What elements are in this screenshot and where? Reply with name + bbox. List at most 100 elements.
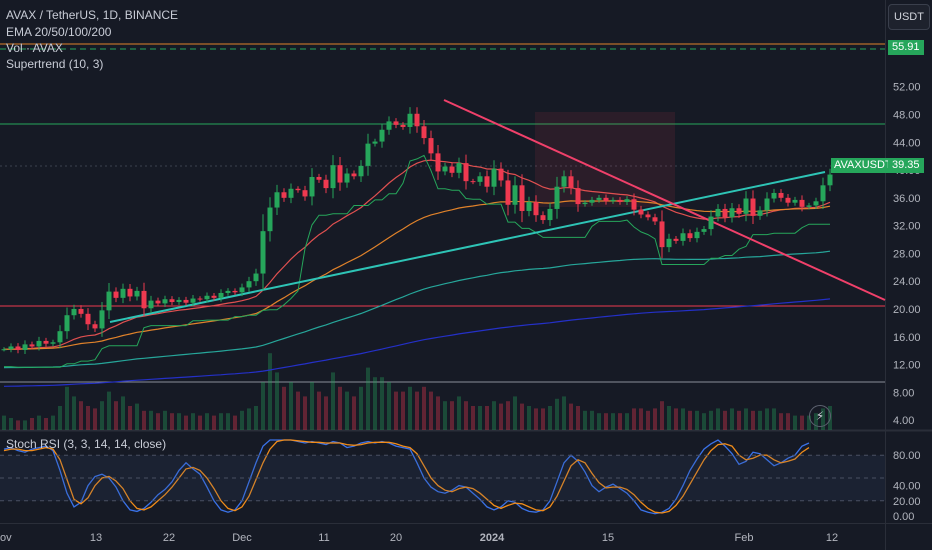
candle-body bbox=[708, 216, 714, 230]
volume-bar bbox=[247, 408, 251, 430]
candle-body bbox=[589, 199, 595, 203]
candles bbox=[1, 107, 833, 354]
legend-volume[interactable]: Vol · AVAX bbox=[6, 41, 63, 55]
candle-body bbox=[295, 188, 301, 191]
lightning-icon[interactable]: ⚡ bbox=[809, 405, 831, 427]
candle-body bbox=[22, 344, 28, 350]
currency-unit-button[interactable]: USDT bbox=[888, 4, 930, 30]
volume-bar bbox=[436, 396, 440, 430]
time-tick-label: 20 bbox=[390, 532, 402, 544]
candle-body bbox=[820, 185, 826, 202]
legend-supertrend[interactable]: Supertrend (10, 3) bbox=[6, 57, 104, 71]
volume-bar bbox=[625, 413, 629, 430]
candle-body bbox=[281, 192, 287, 198]
candle-body bbox=[764, 198, 770, 211]
volume-bar bbox=[464, 401, 468, 430]
volume-bar bbox=[44, 418, 48, 430]
volume-bar bbox=[93, 408, 97, 430]
candle-body bbox=[484, 176, 490, 187]
stoch-tick-label: 80.00 bbox=[893, 450, 921, 462]
volume-bar bbox=[72, 396, 76, 430]
candle-body bbox=[519, 185, 525, 212]
candle-body bbox=[43, 340, 49, 344]
volume-bar bbox=[681, 408, 685, 430]
volume-bar bbox=[100, 401, 104, 430]
time-tick-label: 12 bbox=[826, 532, 838, 544]
candle-body bbox=[1, 349, 7, 351]
ascending-trendline bbox=[109, 171, 826, 323]
candle-body bbox=[715, 208, 721, 217]
volume-bar bbox=[219, 413, 223, 430]
candle-body bbox=[106, 291, 112, 311]
volume-bar bbox=[338, 386, 342, 430]
volume-bar bbox=[653, 408, 657, 430]
volume-bar bbox=[331, 372, 335, 430]
volume-bar bbox=[597, 413, 601, 430]
volume-bar bbox=[380, 377, 384, 430]
candle-body bbox=[85, 313, 91, 325]
price-tick-label: 48.00 bbox=[893, 109, 921, 121]
volume-bar bbox=[184, 415, 188, 430]
volume-bar bbox=[471, 406, 475, 430]
candle-body bbox=[8, 346, 14, 350]
candle-body bbox=[232, 290, 238, 293]
price-tick-label: 12.00 bbox=[893, 360, 921, 372]
candle-body bbox=[442, 166, 448, 172]
candle-body bbox=[190, 298, 196, 303]
time-tick-label: ov bbox=[0, 532, 12, 544]
candle-body bbox=[183, 299, 189, 303]
volume-bar bbox=[79, 401, 83, 430]
candle-body bbox=[624, 199, 630, 202]
candle-body bbox=[505, 180, 511, 205]
candle-body bbox=[239, 287, 245, 293]
candle-body bbox=[337, 165, 343, 183]
candle-body bbox=[358, 165, 364, 177]
volume-bar bbox=[86, 406, 90, 430]
volume-bar bbox=[359, 386, 363, 430]
candle-body bbox=[92, 324, 98, 329]
volume-bar bbox=[450, 401, 454, 430]
volume-bar bbox=[758, 410, 762, 430]
volume-bar bbox=[233, 415, 237, 430]
volume-bar bbox=[807, 415, 811, 430]
candle-body bbox=[526, 201, 532, 212]
volume-bar bbox=[688, 410, 692, 430]
volume-bar bbox=[695, 410, 699, 430]
candle-body bbox=[323, 179, 329, 189]
volume-bar bbox=[660, 401, 664, 430]
symbol-price-tag: AVAXUSDT bbox=[831, 158, 895, 173]
candle-body bbox=[379, 129, 385, 142]
stoch-tick-label: 40.00 bbox=[893, 481, 921, 493]
price-tick-label: 28.00 bbox=[893, 248, 921, 260]
candle-body bbox=[652, 217, 658, 222]
candle-body bbox=[351, 173, 357, 177]
volume-bar bbox=[317, 391, 321, 430]
volume-bar bbox=[632, 408, 636, 430]
candle-body bbox=[792, 199, 798, 203]
legend-stoch-rsi[interactable]: Stoch RSI (3, 3, 14, 14, close) bbox=[6, 437, 167, 451]
candle-body bbox=[491, 168, 497, 187]
volume-bar bbox=[716, 408, 720, 430]
volume-bar bbox=[156, 413, 160, 430]
volume-bar bbox=[429, 391, 433, 430]
candle-body bbox=[365, 143, 371, 166]
candle-body bbox=[701, 229, 707, 232]
volume-bar bbox=[296, 391, 300, 430]
volume-bar bbox=[401, 391, 405, 430]
candle-body bbox=[78, 308, 84, 314]
candle-body bbox=[694, 231, 700, 239]
volume-bar bbox=[583, 410, 587, 430]
candle-body bbox=[211, 295, 217, 298]
time-tick-label: 22 bbox=[163, 532, 175, 544]
candle-body bbox=[561, 176, 567, 187]
volume-bar bbox=[793, 415, 797, 430]
candle-body bbox=[463, 163, 469, 182]
volume-bar bbox=[772, 408, 776, 430]
candle-body bbox=[743, 198, 749, 214]
volume-bar bbox=[723, 410, 727, 430]
candle-body bbox=[407, 113, 413, 127]
legend-ema[interactable]: EMA 20/50/100/200 bbox=[6, 25, 112, 39]
volume-bar bbox=[198, 415, 202, 430]
volume-bar bbox=[422, 386, 426, 430]
